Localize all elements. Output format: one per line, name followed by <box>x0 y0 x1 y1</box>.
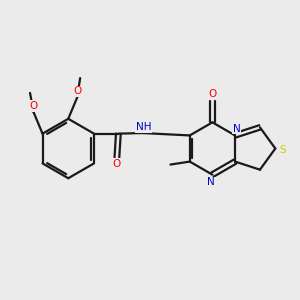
Text: N: N <box>207 177 215 187</box>
Text: NH: NH <box>136 122 151 132</box>
Text: O: O <box>29 101 38 111</box>
Text: S: S <box>279 145 286 155</box>
Text: O: O <box>208 89 217 99</box>
Text: O: O <box>113 159 121 169</box>
Text: N: N <box>233 124 240 134</box>
Text: O: O <box>74 86 82 96</box>
